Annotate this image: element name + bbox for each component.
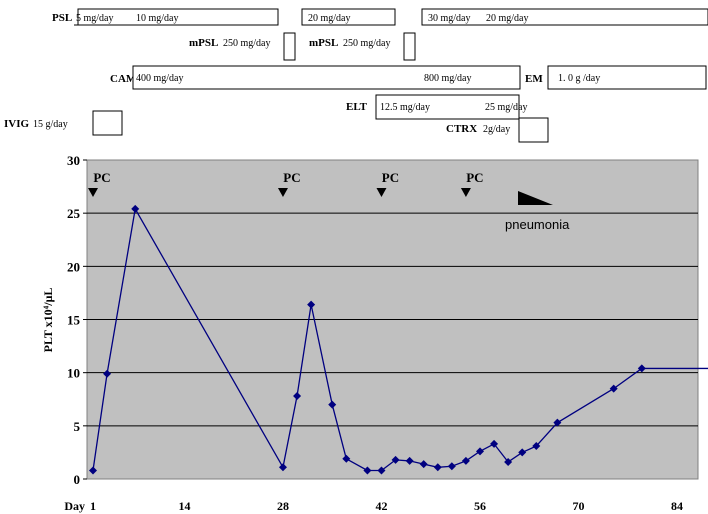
data-point <box>377 466 386 475</box>
data-point <box>532 442 541 451</box>
x-axis: 1 Day 14 28 42 56 70 84 <box>64 499 683 513</box>
pc-markers: PC PC PC PC <box>88 170 484 197</box>
elt-dose-b: 25 mg/day <box>485 102 528 113</box>
mpsl-1-bar <box>283 32 296 61</box>
cam-label: CAM <box>110 73 137 85</box>
pc-label: PC <box>382 170 399 185</box>
pc-marker <box>460 188 471 197</box>
psl-label: PSL <box>52 12 72 24</box>
pc-marker <box>88 188 98 197</box>
data-point <box>461 456 470 465</box>
psl-dose-c: 20 mg/day <box>308 13 351 24</box>
data-point <box>609 384 618 393</box>
psl-bar-3 <box>421 8 708 26</box>
data-point <box>89 466 97 475</box>
psl-dose-a: 5 mg/day <box>76 13 114 24</box>
x-tick-label: 1 <box>90 499 96 513</box>
data-points <box>89 204 646 475</box>
data-point <box>328 400 337 409</box>
mpsl-1-label: mPSL <box>189 37 218 49</box>
data-point <box>391 455 400 464</box>
mpsl-2-bar <box>403 32 416 61</box>
ivig-dose: 15 g/day <box>33 119 68 130</box>
data-point <box>278 463 287 472</box>
x-axis-prefix: Day <box>64 499 85 513</box>
pc-label: PC <box>283 170 300 185</box>
data-point <box>131 204 140 213</box>
data-point <box>103 369 112 378</box>
data-point <box>419 460 428 469</box>
data-point <box>475 447 484 456</box>
psl-dose-b: 10 mg/day <box>136 13 179 24</box>
x-tick-label: 28 <box>277 499 289 513</box>
pc-marker <box>376 188 387 197</box>
x-tick-label: 56 <box>474 499 486 513</box>
ctrx-label: CTRX <box>446 123 477 135</box>
mpsl-1-dose: 250 mg/day <box>223 38 271 49</box>
em-label: EM <box>525 73 543 85</box>
data-point <box>490 439 499 448</box>
y-axis: 0 5 10 15 20 25 30 <box>67 153 87 487</box>
psl-bar-2 <box>301 8 396 26</box>
treatment-timeline: PSL 5 mg/day 10 mg/day 20 mg/day 30 mg/d… <box>4 8 708 143</box>
cam-dose-a: 400 mg/day <box>136 73 184 84</box>
x-tick-label: 14 <box>178 499 190 513</box>
elt-bar <box>375 94 520 120</box>
y-tick-label: 5 <box>74 419 81 434</box>
ctrx-bar <box>518 117 549 143</box>
mpsl-2-dose: 250 mg/day <box>343 38 391 49</box>
y-tick-label: 25 <box>67 206 81 221</box>
x-tick-label: 42 <box>375 499 387 513</box>
data-point <box>433 463 442 472</box>
pc-label: PC <box>466 170 483 185</box>
psl-dose-e: 20 mg/day <box>486 13 529 24</box>
em-bar <box>547 65 707 90</box>
data-point <box>504 457 513 466</box>
y-tick-label: 30 <box>67 153 80 168</box>
x-tick-label: 70 <box>572 499 584 513</box>
mpsl-2-label: mPSL <box>309 37 338 49</box>
data-point <box>363 466 372 475</box>
x-tick-label: 84 <box>671 499 683 513</box>
psl-bar-1 <box>77 8 279 26</box>
data-point <box>637 364 646 373</box>
pneumonia-label: pneumonia <box>505 217 570 232</box>
pc-label: PC <box>93 170 110 185</box>
ivig-label: IVIG <box>4 118 30 130</box>
psl-dose-d: 30 mg/day <box>428 13 471 24</box>
data-point <box>553 418 562 427</box>
pc-marker <box>277 188 288 197</box>
y-axis-label: PLT x10⁴/μL <box>41 288 55 353</box>
y-tick-label: 20 <box>67 259 80 274</box>
data-point <box>307 300 316 309</box>
cam-dose-b: 800 mg/day <box>424 73 472 84</box>
data-point <box>518 448 527 457</box>
data-point <box>405 456 414 465</box>
data-point <box>447 462 456 471</box>
pneumonia-wedge <box>518 191 553 205</box>
elt-label: ELT <box>346 101 368 113</box>
ivig-bar <box>92 110 123 136</box>
y-tick-label: 15 <box>67 313 81 328</box>
grid <box>87 212 698 427</box>
data-point <box>342 454 351 463</box>
data-point <box>293 392 302 401</box>
ctrx-dose: 2g/day <box>483 124 510 135</box>
elt-dose-a: 12.5 mg/day <box>380 102 430 113</box>
em-dose: 1. 0 g /day <box>558 73 600 84</box>
y-tick-label: 0 <box>74 472 81 487</box>
y-tick-label: 10 <box>67 366 80 381</box>
cam-bar <box>132 65 521 90</box>
